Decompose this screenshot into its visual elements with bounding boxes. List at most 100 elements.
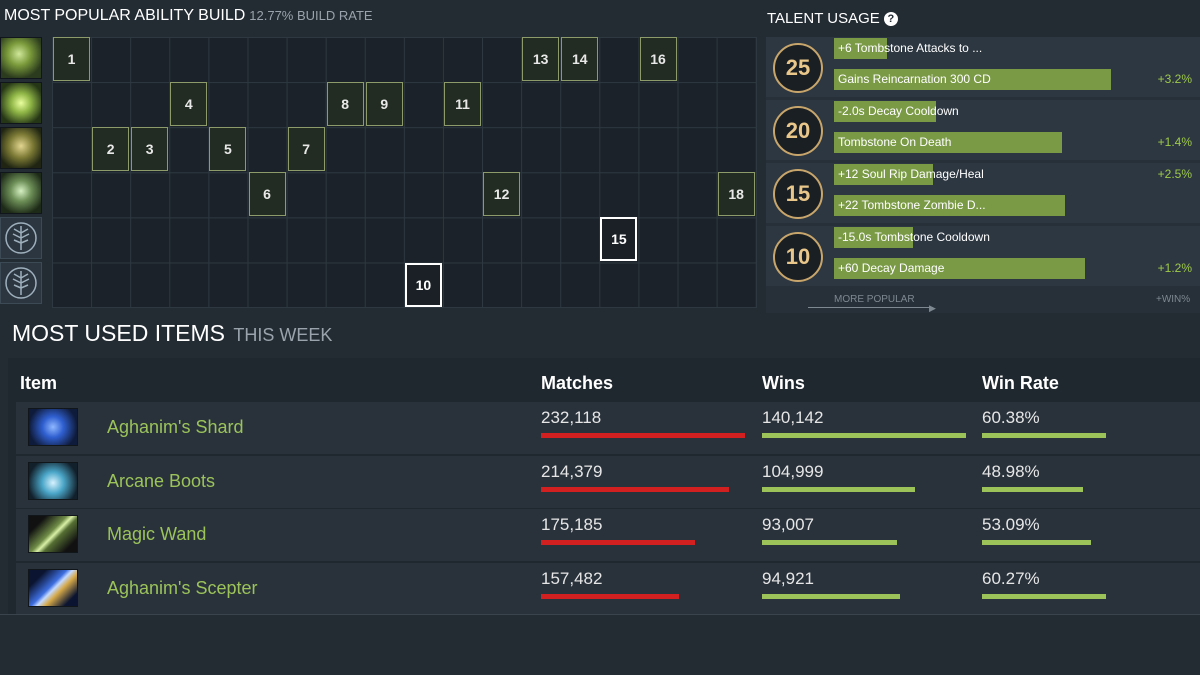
talent-usage-title: TALENT USAGE? <box>767 10 898 27</box>
talent-level-badge: 15 <box>773 169 823 219</box>
ability-level-cell[interactable]: 11 <box>444 82 481 127</box>
item-name[interactable]: Aghanim's Shard <box>107 417 244 437</box>
talent-option-top[interactable]: -15.0s Tombstone Cooldown <box>838 230 990 244</box>
ability-level-cell[interactable]: 10 <box>404 262 442 307</box>
talent-option-top[interactable]: +6 Tombstone Attacks to ... <box>838 41 983 55</box>
talent-tier-row: 20 -2.0s Decay Cooldown Tombstone On Death… <box>766 100 1200 160</box>
ability-level-cell[interactable]: 14 <box>561 37 599 81</box>
ability-3-icon[interactable] <box>0 127 42 169</box>
arcane-boots-icon[interactable] <box>28 461 78 500</box>
more-popular-line <box>808 307 933 308</box>
table-row[interactable]: Aghanim's Scepter 157,482 94,921 60.27% <box>16 562 1200 615</box>
ability-level-cell[interactable]: 2 <box>92 127 130 172</box>
talent-tree-icon[interactable] <box>0 262 42 304</box>
talent-option-top[interactable]: +12 Soul Rip Damage/Heal <box>838 167 984 181</box>
talent-level-badge: 10 <box>773 232 823 282</box>
wins-value: 94,921 <box>762 568 814 588</box>
win-rate-bar <box>982 433 1106 438</box>
header-wins[interactable]: Wins <box>762 373 805 393</box>
header-win-rate[interactable]: Win Rate <box>982 373 1059 393</box>
ability-2-icon[interactable] <box>0 82 42 124</box>
wins-bar <box>762 593 900 599</box>
ability-level-cell[interactable]: 15 <box>600 217 638 262</box>
item-name[interactable]: Arcane Boots <box>107 470 216 491</box>
matches-value: 175,185 <box>541 515 603 534</box>
ability-level-cell[interactable]: 8 <box>326 82 364 127</box>
ability-level-cell[interactable]: 9 <box>365 82 403 127</box>
ability-level-cell[interactable]: 3 <box>131 127 169 172</box>
talent-win-delta: +3.2% <box>1157 72 1192 86</box>
table-row[interactable]: Arcane Boots 214,379 104,999 48.98% <box>16 455 1200 508</box>
win-rate-bar <box>982 540 1091 545</box>
aghanims-scepter-icon[interactable] <box>28 568 78 607</box>
talent-tree-icon[interactable] <box>0 217 42 259</box>
skill-icon-column <box>0 37 44 307</box>
ability-1-icon[interactable] <box>0 37 42 79</box>
talent-popularity-bar <box>834 164 933 185</box>
matches-value: 232,118 <box>541 408 602 427</box>
talent-option-bottom[interactable]: +22 Tombstone Zombie D... <box>838 198 986 212</box>
arrow-right-icon: ▶ <box>929 303 936 313</box>
build-rate: 12.77% BUILD RATE <box>249 8 373 23</box>
talent-win-delta: +1.4% <box>1157 135 1192 149</box>
matches-bar <box>541 540 695 545</box>
talent-tier-row: 25 +6 Tombstone Attacks to ... Gains Reinc… <box>766 37 1200 97</box>
talent-option-bottom[interactable]: Tombstone On Death <box>838 135 952 149</box>
items-heading: MOST USED ITEMS <box>12 320 225 346</box>
talent-tier-row: 15 +12 Soul Rip Damage/Heal +2.5% +22 Tombs… <box>766 163 1200 223</box>
ability-build-heading: MOST POPULAR ABILITY BUILD <box>4 7 246 24</box>
ability-level-cell[interactable]: 4 <box>170 82 208 127</box>
talent-popularity-bar <box>834 258 1085 279</box>
talent-option-top[interactable]: -2.0s Decay Cooldown <box>838 104 959 118</box>
talent-popularity-bar <box>834 38 887 59</box>
ability-level-cell[interactable]: 13 <box>522 37 560 81</box>
talent-option-bottom[interactable]: +60 Decay Damage <box>838 261 945 275</box>
item-name[interactable]: Aghanim's Scepter <box>107 577 258 598</box>
win-rate-bar <box>982 593 1106 599</box>
table-row[interactable]: Magic Wand 175,185 93,007 53.09% <box>16 509 1200 561</box>
wins-value: 140,142 <box>762 408 824 427</box>
ability-level-cell[interactable]: 1 <box>53 37 90 81</box>
win-rate-value: 48.98% <box>982 461 1040 481</box>
ability-level-cell[interactable]: 12 <box>483 172 521 217</box>
talent-popularity-bar <box>834 101 936 122</box>
wins-bar <box>762 540 897 545</box>
header-matches[interactable]: Matches <box>541 373 614 393</box>
ability-level-cell[interactable]: 18 <box>717 172 755 217</box>
talent-level-badge: 25 <box>773 43 823 93</box>
help-icon[interactable]: ? <box>883 12 898 26</box>
win-rate-value: 53.09% <box>982 515 1040 534</box>
aghanims-shard-icon[interactable] <box>28 408 78 446</box>
matches-value: 214,379 <box>541 461 603 481</box>
wins-value: 104,999 <box>762 461 824 481</box>
divider <box>0 614 1200 615</box>
win-rate-value: 60.27% <box>982 568 1040 588</box>
more-popular-label: MORE POPULAR <box>834 294 915 305</box>
table-row[interactable]: Aghanim's Shard 232,118 140,142 60.38% <box>16 402 1200 454</box>
talent-option-bottom[interactable]: Gains Reincarnation 300 CD <box>838 72 991 86</box>
wins-value: 93,007 <box>762 515 814 534</box>
talent-popularity-bar <box>834 69 1111 90</box>
ability-level-cell[interactable]: 5 <box>209 127 247 172</box>
ability-build-grid: 1 2 3 4 5 6 7 8 9 10 11 12 13 14 15 16 18 <box>52 37 757 308</box>
ability-level-cell[interactable]: 16 <box>639 37 677 81</box>
items-title: MOST USED ITEMS THIS WEEK <box>12 320 332 347</box>
talent-level-badge: 20 <box>773 106 823 156</box>
magic-wand-icon[interactable] <box>28 515 78 553</box>
talent-panel: 25 +6 Tombstone Attacks to ... Gains Reinc… <box>766 37 1200 313</box>
talent-win-delta: +1.2% <box>1157 261 1192 275</box>
ability-level-cell[interactable]: 7 <box>287 127 325 172</box>
talent-popularity-bar <box>834 195 1065 216</box>
ability-4-icon[interactable] <box>0 172 42 214</box>
header-item[interactable]: Item <box>20 373 58 393</box>
items-subtitle: THIS WEEK <box>233 325 333 345</box>
wins-bar <box>762 486 915 492</box>
talent-win-delta: +2.5% <box>1157 167 1192 181</box>
items-table: Item Matches Wins Win Rate Aghanim's Sha… <box>8 358 1200 615</box>
talent-tier-row: 10 -15.0s Tombstone Cooldown +60 Decay Dam… <box>766 226 1200 286</box>
win-rate-value: 60.38% <box>982 408 1040 427</box>
matches-bar <box>541 486 729 492</box>
ability-build-title: MOST POPULAR ABILITY BUILD 12.77% BUILD R… <box>4 7 373 25</box>
item-name[interactable]: Magic Wand <box>107 524 207 544</box>
ability-level-cell[interactable]: 6 <box>248 172 286 217</box>
